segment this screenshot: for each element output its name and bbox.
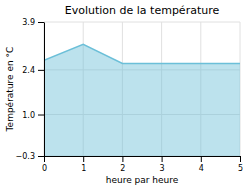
tick-label: 0 [42,164,47,173]
plot: 0 1 2 3 4 5 −0.3 1.0 2.4 3.9 [16,18,243,173]
x-axis-title: heure par heure [106,175,179,185]
tick-label: 2 [120,164,125,173]
chart: 0 1 2 3 4 5 −0.3 1.0 2.4 3.9 Evolution de la tempé… [0,0,250,188]
tick: −0.3 [16,152,44,161]
tick: 0 [42,156,47,173]
axis-line [44,23,45,157]
series [44,44,240,156]
tick-label: −0.3 [16,152,35,161]
tick-mark [83,156,84,162]
tick-label: 3.9 [22,18,35,27]
y-axis-title: Température en °C [5,47,15,133]
tick-label: 3 [160,164,165,173]
tick: 3 [160,156,165,173]
tick-mark [38,22,44,23]
tick-label: 1.0 [22,111,35,120]
title: Evolution de la température [65,4,220,17]
area [44,44,240,156]
tick-mark [162,156,163,162]
tick-mark [38,156,44,157]
tick: 5 [238,156,243,173]
tick-label: 5 [238,164,243,173]
grid-line [44,22,45,156]
tick-mark [122,156,123,162]
tick-mark [240,156,241,162]
tick-mark [38,70,44,71]
grid [44,22,240,156]
tick-label: 4 [199,164,204,173]
tick: 1.0 [22,111,44,120]
tick: 4 [199,156,204,173]
y-axis: −0.3 1.0 2.4 3.9 [16,18,45,161]
tick: 1 [81,156,86,173]
grid-line [44,22,240,23]
axis-line [45,156,241,157]
tick: 2 [120,156,125,173]
line [44,44,240,63]
tick-mark [38,115,44,116]
tick-label: 2.4 [22,66,35,75]
tick-mark [44,156,45,162]
tick: 2.4 [22,66,44,75]
tick-label: 1 [81,164,86,173]
tick-mark [201,156,202,162]
tick: 3.9 [22,18,44,27]
x-axis: 0 1 2 3 4 5 [42,156,243,173]
